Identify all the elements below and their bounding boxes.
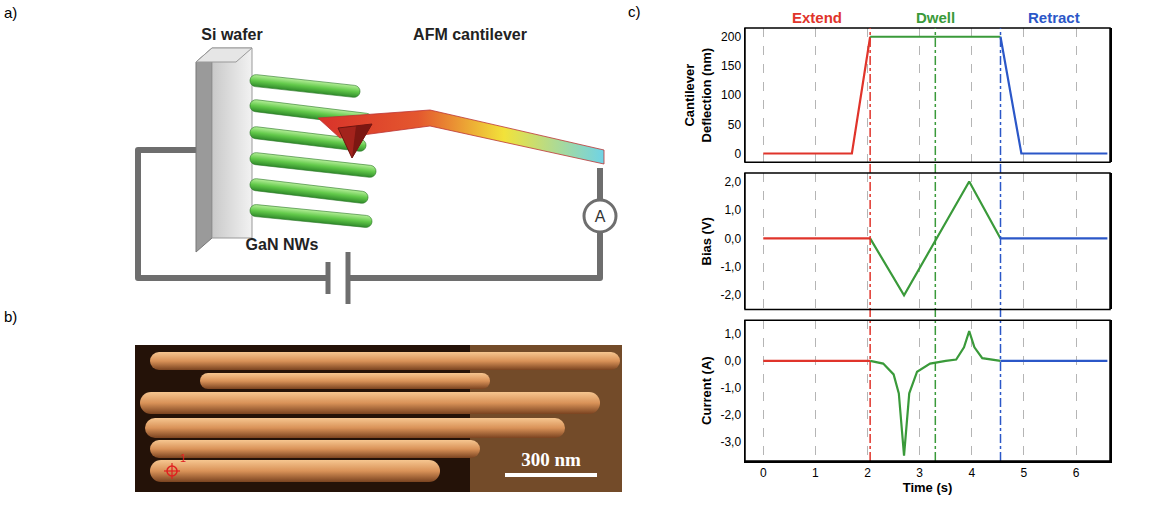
svg-text:CantileverDeflection (nm): CantileverDeflection (nm) xyxy=(682,48,714,143)
svg-text:2: 2 xyxy=(864,466,871,480)
svg-text:Dwell: Dwell xyxy=(916,9,955,26)
svg-text:a): a) xyxy=(4,4,17,21)
svg-text:1,0: 1,0 xyxy=(724,327,741,341)
svg-text:1,0: 1,0 xyxy=(724,203,741,217)
svg-text:Time (s): Time (s) xyxy=(903,480,953,495)
svg-text:-3,0: -3,0 xyxy=(720,435,741,449)
svg-text:-1,0: -1,0 xyxy=(720,381,741,395)
svg-text:4: 4 xyxy=(968,466,975,480)
svg-text:1: 1 xyxy=(812,466,819,480)
svg-text:A: A xyxy=(595,208,606,225)
svg-text:6: 6 xyxy=(1073,466,1080,480)
svg-text:Extend: Extend xyxy=(792,9,842,26)
svg-text:Bias (V): Bias (V) xyxy=(699,217,714,265)
svg-text:b): b) xyxy=(4,308,17,325)
svg-text:-1,0: -1,0 xyxy=(720,260,741,274)
svg-text:Retract: Retract xyxy=(1028,9,1080,26)
svg-text:5: 5 xyxy=(1021,466,1028,480)
svg-text:3: 3 xyxy=(916,466,923,480)
svg-text:0,0: 0,0 xyxy=(724,232,741,246)
svg-text:100: 100 xyxy=(721,88,741,102)
svg-text:50: 50 xyxy=(728,118,742,132)
svg-text:GaN NWs: GaN NWs xyxy=(246,236,319,253)
svg-text:-2,0: -2,0 xyxy=(720,408,741,422)
svg-text:0: 0 xyxy=(734,147,741,161)
svg-text:AFM cantilever: AFM cantilever xyxy=(413,26,527,43)
svg-text:1: 1 xyxy=(180,452,186,464)
svg-text:-2,0: -2,0 xyxy=(720,288,741,302)
svg-text:300 nm: 300 nm xyxy=(521,449,581,470)
svg-text:200: 200 xyxy=(721,30,741,44)
svg-text:2,0: 2,0 xyxy=(724,175,741,189)
html-text:c): c) xyxy=(628,3,641,20)
svg-text:Current (A): Current (A) xyxy=(699,356,714,425)
svg-text:Si wafer: Si wafer xyxy=(201,26,262,43)
svg-text:0,0: 0,0 xyxy=(724,354,741,368)
svg-text:150: 150 xyxy=(721,59,741,73)
svg-text:0: 0 xyxy=(760,466,767,480)
